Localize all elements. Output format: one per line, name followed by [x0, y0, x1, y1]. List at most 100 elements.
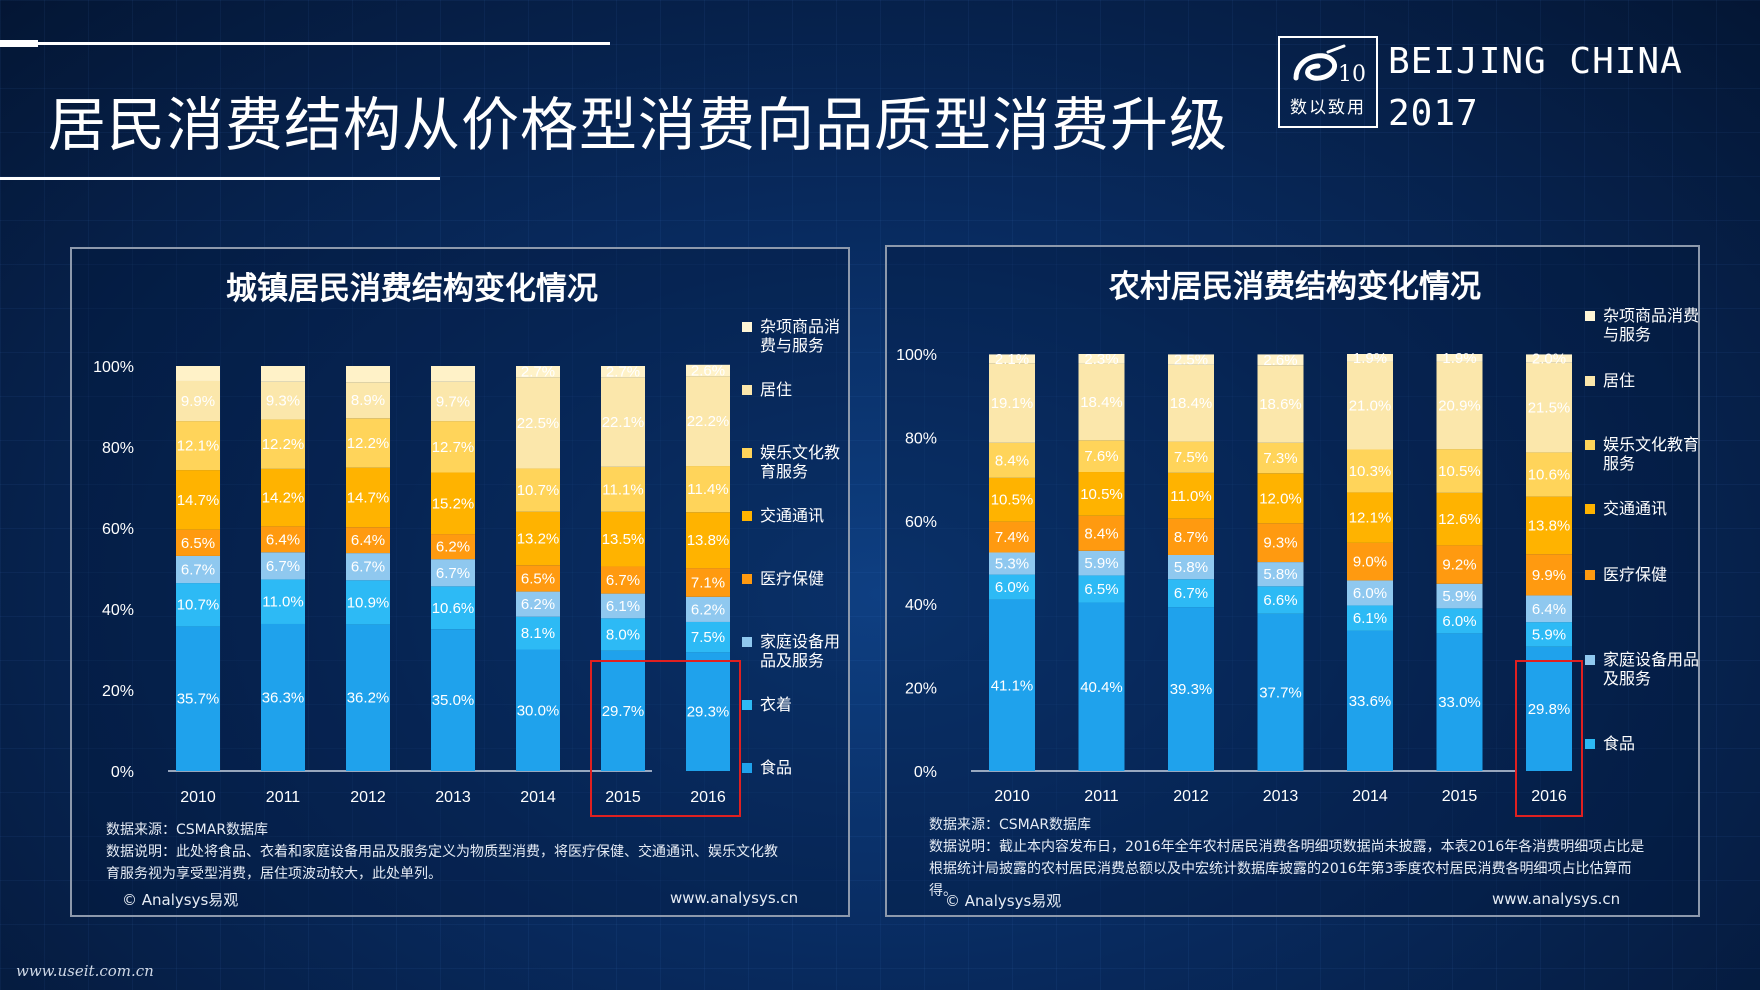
bar-segment: [261, 579, 305, 624]
data-label: 7.3%: [1263, 450, 1297, 467]
bar-segment: [686, 364, 730, 377]
bar-segment: [261, 366, 305, 382]
logo-text: 数以致用: [1290, 98, 1366, 118]
data-label: 18.4%: [1080, 394, 1123, 411]
data-label: 33.6%: [1349, 693, 1392, 710]
rural-data-note-line-2: 根据统计局披露的农村居民消费总额以及中宏统计数据库披露的2016年第3季度农村居…: [929, 861, 1632, 877]
bar-segment: [1526, 362, 1572, 453]
data-label: 6.7%: [1174, 585, 1208, 602]
bar-segment: [346, 382, 390, 419]
data-label: 6.2%: [691, 601, 725, 618]
bar-segment: [1347, 542, 1393, 581]
x-tick-label: 2014: [1352, 788, 1388, 805]
bar-segment: [1347, 354, 1393, 362]
data-label: 9.7%: [436, 393, 470, 410]
x-tick-label: 2010: [180, 789, 216, 806]
bar-segment: [1168, 472, 1214, 519]
urban-chart-title: 城镇居民消费结构变化情况: [226, 271, 598, 307]
data-label: 20.9%: [1438, 397, 1481, 414]
legend-label: 医疗保健: [1603, 565, 1667, 584]
legend-label: 衣着: [760, 695, 792, 714]
bar-segment: [1347, 449, 1393, 493]
bar-segment: [431, 586, 475, 630]
bar-segment: [1526, 646, 1572, 771]
rural-data-source: 数据来源：CSMAR数据库: [929, 817, 1092, 833]
event-label: BEIJING CHINA 2017: [1388, 36, 1683, 140]
bar-segment: [1168, 518, 1214, 555]
bar-segment: [176, 366, 220, 381]
x-tick-label: 2011: [1084, 788, 1119, 805]
data-label: 6.4%: [351, 532, 385, 549]
data-label: 29.8%: [1528, 701, 1571, 718]
y-tick-label: 0%: [914, 764, 937, 781]
x-tick-label: 2012: [350, 789, 386, 806]
data-label: 2.6%: [1263, 352, 1297, 369]
legend-label: 食品: [760, 758, 792, 777]
title-underline: [0, 177, 440, 180]
data-label: 14.7%: [347, 489, 390, 506]
bar-segment: [601, 511, 645, 567]
rural-website[interactable]: www.analysys.cn: [1492, 890, 1621, 908]
data-label: 10.5%: [1080, 486, 1123, 503]
bar-segment: [431, 366, 475, 382]
data-label: 35.7%: [177, 691, 220, 708]
data-label: 5.9%: [1532, 626, 1566, 643]
bar-segment: [516, 649, 560, 771]
data-label: 13.2%: [517, 531, 560, 548]
data-label: 6.7%: [436, 565, 470, 582]
legend-label: 及服务: [1603, 669, 1651, 688]
urban-website[interactable]: www.analysys.cn: [670, 889, 799, 907]
y-tick-label: 60%: [102, 521, 134, 538]
data-label: 7.1%: [691, 574, 725, 591]
legend-label: 交通通讯: [760, 506, 824, 525]
data-label: 2.6%: [691, 362, 725, 379]
data-label: 29.3%: [687, 704, 730, 721]
y-tick-label: 0%: [111, 764, 134, 781]
data-label: 33.0%: [1438, 694, 1481, 711]
legend-label: 娱乐文化教育: [1603, 435, 1699, 454]
bar-segment: [601, 366, 645, 378]
bar-segment: [346, 580, 390, 625]
bar-segment: [989, 477, 1035, 522]
bar-segment: [1436, 449, 1483, 493]
highlight-box: [1515, 660, 1583, 817]
bar-segment: [1168, 441, 1214, 473]
data-label: 13.8%: [1528, 517, 1571, 534]
bar-segment: [346, 418, 390, 468]
urban-data-note-line-2: 育服务视为享受型消费，居住项波动较大，此处单列。: [106, 866, 442, 882]
data-label: 6.4%: [1532, 601, 1566, 618]
bar-segment: [1257, 586, 1304, 614]
data-label: 8.4%: [995, 452, 1029, 469]
urban-chart-footnote: 数据来源：CSMAR数据库 数据说明：此处将食品、衣着和家庭设备用品及服务定义为…: [106, 819, 778, 885]
data-label: 6.1%: [606, 598, 640, 615]
data-label: 5.3%: [995, 556, 1029, 573]
data-label: 7.5%: [1174, 449, 1208, 466]
data-label: 21.5%: [1528, 400, 1571, 417]
legend-label: 品及服务: [760, 651, 824, 670]
urban-chart-panel: 城镇居民消费结构变化情况 0% 20% 40% 60% 80% 100% 35.7% 10.7…: [70, 247, 850, 917]
data-label: 19.1%: [991, 395, 1034, 412]
urban-data-source: 数据来源：CSMAR数据库: [106, 822, 269, 838]
data-label: 6.7%: [181, 562, 215, 579]
legend-label: 医疗保健: [760, 569, 824, 588]
legend-label: 与服务: [1603, 325, 1651, 344]
logo: 10 数以致用: [1278, 36, 1378, 128]
data-label: 8.4%: [1084, 525, 1118, 542]
data-label: 6.5%: [1084, 581, 1118, 598]
rural-chart-panel: 农村居民消费结构变化情况 0% 20% 40% 60% 80% 100% 41.1% 6.0%…: [885, 245, 1700, 917]
bar-segment: [176, 555, 220, 584]
data-label: 10.5%: [1438, 463, 1481, 480]
data-label: 10.7%: [517, 482, 560, 499]
data-label: 11.0%: [262, 594, 303, 611]
bar-segment: [516, 591, 560, 617]
data-label: 22.2%: [687, 413, 730, 430]
bar-segment: [1257, 442, 1304, 474]
data-label: 35.0%: [432, 692, 475, 709]
data-label: 12.1%: [1349, 510, 1392, 527]
bar-segment: [261, 468, 305, 527]
data-label: 22.1%: [602, 414, 645, 431]
bar-segment: [989, 442, 1035, 478]
data-label: 12.6%: [1438, 511, 1481, 528]
bar-segment: [989, 599, 1035, 771]
bar-segment: [516, 468, 560, 512]
